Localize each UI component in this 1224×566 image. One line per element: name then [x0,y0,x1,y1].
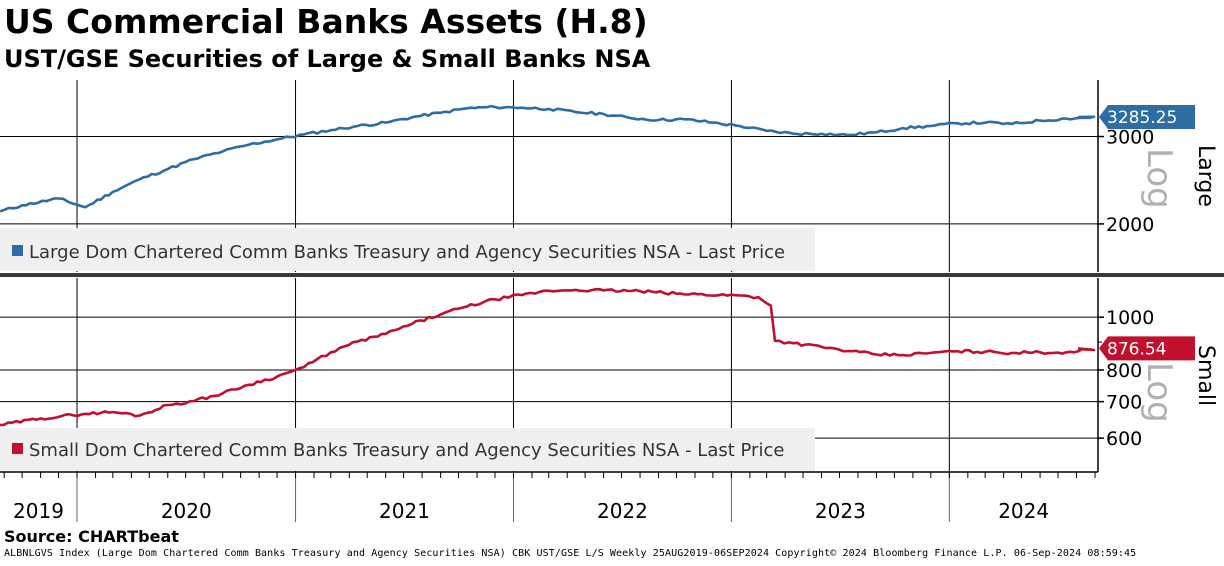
top-legend-label: Large Dom Chartered Comm Banks Treasury … [29,242,785,263]
top-ytick-label-1: 3000 [1106,127,1154,149]
small-series-line [0,287,1096,427]
large-series-line [0,104,1096,213]
bottom-panel: Small Dom Chartered Comm Banks Treasury … [0,278,1218,472]
x-tick-label-2019: 2019 [13,499,64,523]
top-log-watermark: Log [1139,148,1179,209]
x-axis: 2019 2020 2021 2022 2023 2024 [0,471,1098,523]
bottom-horizontal-gridlines [0,316,1098,439]
bottom-last-value-tag [1099,336,1195,361]
bot-ytick-label-3: 1000 [1106,307,1154,329]
bottom-legend-swatch [12,443,23,454]
bottom-legend-label: Small Dom Chartered Comm Banks Treasury … [29,440,784,461]
top-horizontal-gridlines [0,136,1098,225]
footer-copyright: ALBNLGVS Index (Large Dom Chartered Comm… [4,548,1137,559]
x-tick-label-2023: 2023 [815,499,866,523]
top-last-value: 3285.25 [1107,108,1177,128]
panel-divider [0,273,1224,277]
top-panel: Large Dom Chartered Comm Banks Treasury … [0,80,1218,272]
bottom-axis-side-label: Small [1193,345,1218,406]
chart-subtitle: UST/GSE Securities of Large & Small Bank… [4,45,651,73]
bottom-log-watermark: Log [1139,362,1179,423]
top-legend-swatch [12,245,23,256]
bot-ytick-label-1: 700 [1106,392,1142,414]
chart-title: US Commercial Banks Assets (H.8) [4,2,648,41]
bottom-legend-box [0,428,815,471]
bottom-last-value: 876.54 [1107,339,1166,359]
x-tick-label-2022: 2022 [597,499,648,523]
x-tick-label-2024: 2024 [998,499,1049,523]
bot-ytick-label-2: 800 [1106,360,1142,382]
top-last-value-tag [1099,104,1195,129]
top-axis-side-label: Large [1193,145,1218,207]
top-ytick-label-0: 2000 [1106,214,1154,236]
top-y-ticks: 2000 3000 [1098,127,1154,236]
source-note: Source: CHARTbeat [4,527,179,546]
x-tick-label-2020: 2020 [161,499,212,523]
x-tick-label-2021: 2021 [379,499,430,523]
bottom-y-ticks: 600 700 800 1000 [1098,307,1154,450]
top-legend-box [0,228,815,271]
bot-ytick-label-0: 600 [1106,428,1142,450]
